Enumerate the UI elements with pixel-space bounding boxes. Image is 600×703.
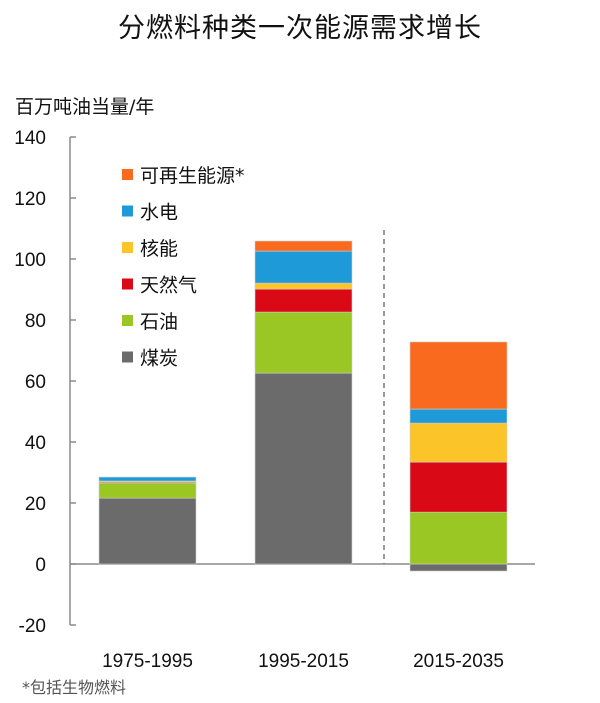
y-tick-label: 140 [14,128,46,149]
legend-item-gas: 天然气 [122,275,197,297]
bar-segment-oil [409,511,508,565]
legend-label: 石油 [140,311,178,333]
legend-item-oil: 石油 [122,311,178,333]
legend-swatch [122,169,133,180]
legend-item-nuclear: 核能 [122,238,178,260]
legend-label: 可再生能源* [140,165,245,187]
bar-segment-oil [98,482,197,499]
bar-segment-hydro [98,476,197,482]
footnote: *包括生物燃料 [22,678,127,697]
bar-segment-gas [409,461,508,513]
legend-item-hydro: 水电 [122,202,178,224]
y-tick-label: 80 [25,311,46,332]
x-axis-labels: 1975-1995 1995-2015 2015-2035 [102,651,504,672]
y-tick-label: 20 [25,494,46,515]
bar-1975-1995 [98,476,197,565]
y-tick-label: 100 [14,250,46,271]
y-tick-label: 0 [35,555,46,576]
y-tick-label: 40 [25,433,46,454]
bar-segment-coal [98,497,197,565]
bar-segment-nuclear [254,282,353,290]
x-category-label: 1975-1995 [102,651,193,672]
legend-swatch [122,315,133,326]
legend-label: 水电 [140,202,178,224]
bar-segment-gas [254,288,353,313]
bar-1995-2015 [254,240,353,565]
bar-segment-oil [254,311,353,374]
legend-label: 天然气 [140,275,197,297]
bar-segment-renewables [409,341,508,410]
x-category-label: 1995-2015 [258,651,349,672]
bar-segment-nuclear [409,422,508,463]
bar-segment-renewables [254,240,353,252]
y-axis-unit-label: 百万吨油当量/年 [15,96,155,118]
legend-label: 核能 [140,238,178,260]
legend-item-renewables: 可再生能源* [122,165,245,187]
legend-swatch [122,242,133,253]
legend-item-coal: 煤炭 [122,348,178,370]
bar-segment-coal [409,563,508,572]
bar-segment-hydro [409,408,508,424]
legend-swatch [122,205,133,217]
legend-swatch [122,351,133,363]
y-tick-label: -20 [19,616,46,637]
bar-2015-2035 [409,341,508,572]
legend-swatch [122,278,133,290]
chart-title: 分燃料种类一次能源需求增长 [118,13,482,44]
bar-segment-coal [254,372,353,565]
y-tick-label: 120 [14,189,46,210]
bar-segment-hydro [254,250,353,284]
x-category-label: 2015-2035 [413,651,504,672]
legend-label: 煤炭 [140,348,178,370]
y-tick-label: 60 [25,372,46,393]
bars [98,240,508,572]
